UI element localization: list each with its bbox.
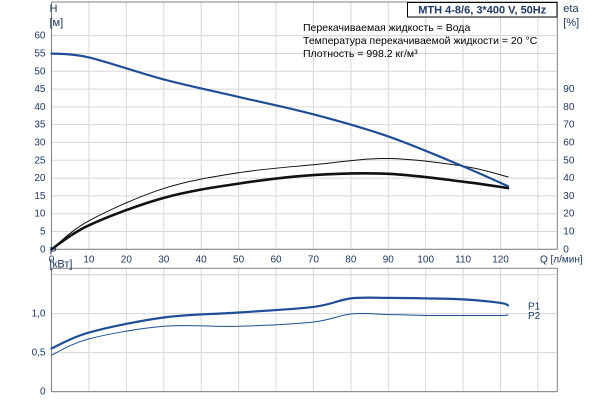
svg-text:120: 120	[492, 254, 509, 265]
svg-text:Температура перекачиваемой жид: Температура перекачиваемой жидкости = 20…	[303, 35, 538, 47]
svg-text:25: 25	[34, 155, 46, 166]
svg-text:100: 100	[417, 254, 434, 265]
svg-text:Плотность = 998.2 кг/м³: Плотность = 998.2 кг/м³	[303, 48, 418, 60]
svg-text:0: 0	[40, 244, 46, 255]
svg-text:40: 40	[563, 173, 575, 184]
svg-text:20: 20	[563, 209, 575, 220]
svg-text:P2: P2	[528, 311, 541, 322]
svg-text:70: 70	[563, 120, 575, 131]
svg-text:10: 10	[34, 209, 46, 220]
svg-text:[кВт]: [кВт]	[50, 258, 73, 270]
svg-text:0: 0	[40, 387, 46, 398]
svg-text:MTH 4-8/6, 3*400 V, 50Hz: MTH 4-8/6, 3*400 V, 50Hz	[418, 4, 546, 16]
svg-text:55: 55	[34, 48, 46, 59]
svg-text:50: 50	[34, 66, 46, 77]
svg-text:50: 50	[563, 155, 575, 166]
svg-text:P: P	[50, 245, 57, 257]
svg-text:5: 5	[40, 227, 46, 238]
svg-text:10: 10	[563, 227, 575, 238]
svg-text:0,5: 0,5	[32, 348, 46, 359]
svg-text:[м]: [м]	[50, 17, 64, 29]
svg-text:[%]: [%]	[563, 17, 579, 29]
svg-text:80: 80	[563, 102, 575, 113]
svg-text:Перекачиваемая жидкость = Вода: Перекачиваемая жидкость = Вода	[303, 22, 470, 34]
svg-text:20: 20	[121, 254, 133, 265]
svg-text:20: 20	[34, 173, 46, 184]
svg-text:Q [л/мин]: Q [л/мин]	[540, 254, 583, 265]
svg-text:1,0: 1,0	[32, 309, 46, 320]
svg-text:45: 45	[34, 84, 46, 95]
svg-text:70: 70	[308, 254, 320, 265]
svg-text:50: 50	[233, 254, 245, 265]
svg-text:80: 80	[345, 254, 357, 265]
svg-text:30: 30	[158, 254, 170, 265]
svg-text:eta: eta	[563, 3, 579, 15]
svg-text:60: 60	[34, 31, 46, 42]
svg-text:90: 90	[383, 254, 395, 265]
svg-text:60: 60	[270, 254, 282, 265]
svg-text:60: 60	[563, 137, 575, 148]
svg-text:110: 110	[455, 254, 471, 265]
svg-text:H: H	[50, 3, 58, 15]
svg-text:40: 40	[34, 102, 46, 113]
svg-text:30: 30	[34, 137, 46, 148]
svg-text:15: 15	[34, 191, 46, 202]
svg-text:10: 10	[83, 254, 95, 265]
svg-text:40: 40	[196, 254, 208, 265]
svg-text:30: 30	[563, 191, 575, 202]
svg-text:35: 35	[34, 120, 46, 131]
svg-text:90: 90	[563, 84, 575, 95]
